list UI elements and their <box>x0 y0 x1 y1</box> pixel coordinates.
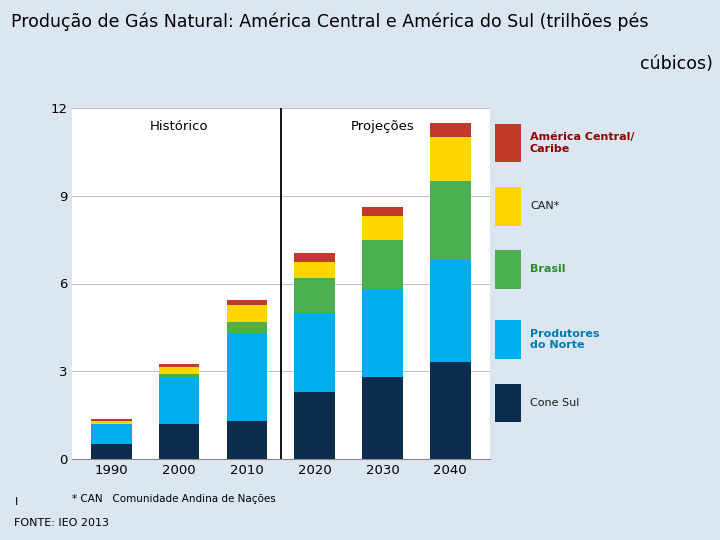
Bar <box>362 216 402 240</box>
Bar <box>91 424 132 444</box>
Bar <box>91 421 132 424</box>
Bar <box>495 383 521 422</box>
Bar <box>495 124 521 163</box>
Bar <box>159 377 199 424</box>
Bar <box>159 367 199 374</box>
Text: Cone Sul: Cone Sul <box>530 398 580 408</box>
Text: Brasil: Brasil <box>530 265 565 274</box>
Text: Histórico: Histórico <box>150 120 208 133</box>
Bar <box>362 377 402 459</box>
Bar <box>91 444 132 459</box>
Bar <box>430 181 471 260</box>
Text: FONTE: IEO 2013: FONTE: IEO 2013 <box>14 518 109 529</box>
Bar <box>294 261 335 278</box>
Text: Produtores
do Norte: Produtores do Norte <box>530 329 600 350</box>
Bar <box>495 250 521 289</box>
Bar <box>227 306 267 321</box>
Bar <box>227 333 267 421</box>
Bar <box>91 419 132 421</box>
Text: CAN*: CAN* <box>530 201 559 211</box>
Bar <box>294 392 335 459</box>
Bar <box>227 321 267 333</box>
Bar <box>495 320 521 359</box>
Bar <box>430 260 471 362</box>
Bar <box>159 364 199 367</box>
Text: Projeções: Projeções <box>351 120 415 133</box>
Text: cúbicos): cúbicos) <box>640 55 713 73</box>
Bar <box>227 421 267 459</box>
Bar <box>159 424 199 459</box>
Bar <box>430 362 471 459</box>
Bar <box>362 289 402 377</box>
Bar <box>362 240 402 289</box>
Text: * CAN   Comunidade Andina de Nações: * CAN Comunidade Andina de Nações <box>72 494 276 504</box>
Bar <box>159 374 199 377</box>
Bar <box>294 253 335 261</box>
Text: Produção de Gás Natural: América Central e América do Sul (trilhões pés: Produção de Gás Natural: América Central… <box>11 12 648 31</box>
Bar <box>430 137 471 181</box>
Text: América Central/
Caribe: América Central/ Caribe <box>530 132 634 154</box>
Text: I: I <box>14 497 18 507</box>
Bar <box>227 300 267 306</box>
Bar <box>294 313 335 392</box>
Bar <box>495 187 521 226</box>
Bar <box>430 123 471 137</box>
Bar <box>362 207 402 216</box>
Bar <box>294 278 335 313</box>
